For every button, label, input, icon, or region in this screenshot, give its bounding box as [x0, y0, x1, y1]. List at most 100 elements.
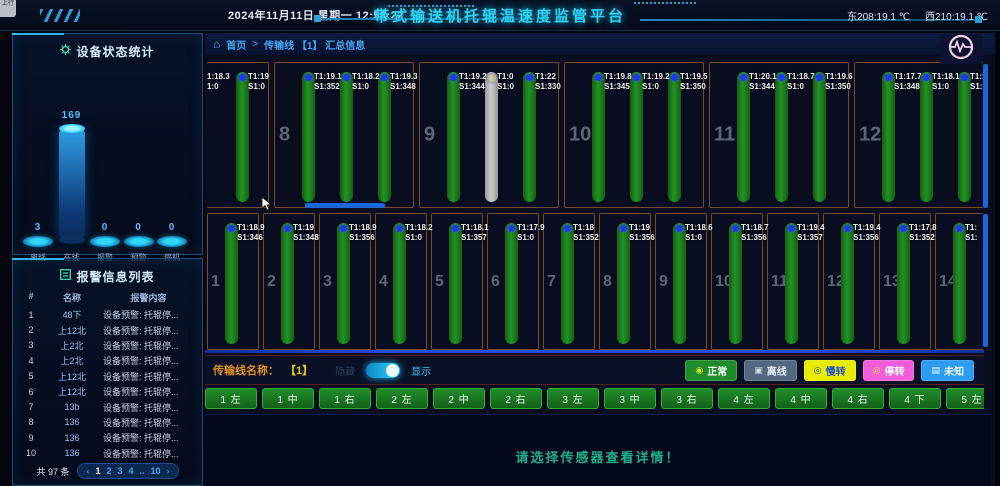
roller-bar[interactable]: T1:17.9 S1:0 [500, 216, 545, 347]
sensor-group-11[interactable]: 11 T1:19.4 S1:357 [767, 213, 825, 350]
sensor-group-7[interactable]: 7 T1:18 S1:352 [543, 213, 599, 350]
sensor-dot-icon [228, 225, 235, 232]
sensor-select-button[interactable]: 3 中 [604, 388, 656, 409]
page-prev-button[interactable]: ‹ [86, 466, 90, 476]
status-filter-button[interactable]: ◎ 慢转 [803, 359, 856, 381]
sensor-group-partial[interactable]: 1:18.3 1:0 T1:19 S1:0 [207, 62, 269, 208]
sensor-group-8[interactable]: 8 T1:19 S1:356 [599, 213, 655, 350]
alarm-row[interactable]: 6 上12北 设备预警: 托辊停... [13, 384, 202, 399]
roller-bar[interactable]: T1:20.1 S1:344 [732, 65, 777, 205]
alarm-name: 136 [64, 448, 80, 459]
alarm-row[interactable]: 2 上12北 设备预警: 托辊停... [13, 322, 202, 337]
alarm-row[interactable]: 1 48下 设备预警: 托辊停... [13, 307, 202, 322]
sensor-group-12[interactable]: 12 T1:17.7S1:348 T1:18.1S1:0 T1:19.3S1:355 [854, 62, 983, 208]
alarm-row[interactable]: 5 上12北 设备预警: 托辊停... [13, 369, 202, 384]
roller-bar[interactable]: T1:18.7 S1:356 [724, 216, 769, 347]
alarm-row[interactable]: 8 136 设备预警: 托辊停... [13, 415, 202, 430]
status-filter-button[interactable]: ▤ 未知 [921, 359, 974, 381]
sensor-select-button[interactable]: 2 左 [376, 388, 428, 409]
roller-bar[interactable]: T1:19.2 S1:344 [442, 65, 487, 205]
alarm-row[interactable]: 9 136 设备预警: 托辊停... [13, 430, 202, 445]
alarm-row[interactable]: 4 上2北 设备预警: 托辊停... [13, 353, 202, 368]
corner-tab[interactable]: 上行 [0, 0, 16, 17]
sensor-select-button[interactable]: 4 左 [718, 388, 770, 409]
roller-bar[interactable]: T1:0 S1:0 [480, 65, 518, 205]
alarm-row[interactable]: 7 13b 设备预警: 托辊停... [13, 399, 202, 414]
roller-bar[interactable]: T1:19.1 S1:352 [297, 65, 342, 205]
sensor-select-button[interactable]: 4 下 [889, 388, 941, 409]
sensor-select-button[interactable]: 4 中 [775, 388, 827, 409]
roller-bar[interactable]: T1:18 S1:352 [556, 216, 599, 347]
page-button[interactable]: 10 [150, 466, 161, 476]
sensor-group-6[interactable]: 6 T1:17.9 S1:0 [487, 213, 545, 350]
page-button[interactable]: .. [139, 466, 145, 476]
roller-bar[interactable]: T1:19.4 S1:357 [780, 216, 825, 347]
group-number: 10 [715, 272, 733, 290]
roller-bar[interactable]: T1:19.5 S1:350 [663, 65, 708, 205]
roller-bar[interactable]: T1:18.2 S1:0 [388, 216, 433, 347]
vertical-scrollbar-top[interactable] [983, 64, 988, 208]
page-button[interactable]: 2 [106, 466, 112, 476]
roller-bar[interactable]: T1:18.1 S1:0 [915, 65, 960, 205]
sensor-group-8[interactable]: 8 T1:19.1 S1:352 T1:18.2 S1:0 T1:19.3 S1:348 [274, 62, 418, 208]
status-filter-button[interactable]: ▣ 离线 [744, 359, 797, 381]
roller-bar[interactable]: 1:18.3 1:0 [207, 65, 231, 205]
page-button[interactable]: 4 [128, 466, 134, 476]
sensor-group-14[interactable]: 14 T1: S1: [935, 213, 983, 350]
roller-bar[interactable]: T1:19.3S1:355 [953, 65, 983, 205]
roller-bar[interactable]: T1:19 S1:356 [612, 216, 655, 347]
sensor-group-3[interactable]: 3 T1:18.9 S1:356 [319, 213, 377, 350]
page-button[interactable]: 1 [95, 466, 101, 476]
roller-bar[interactable]: T1:19 S1:348 [276, 216, 319, 347]
sensor-select-button[interactable]: 1 右 [319, 388, 371, 409]
roller-bar[interactable]: T1:17.7 S1:348 [877, 65, 922, 205]
sensor-select-button[interactable]: 3 左 [547, 388, 599, 409]
sensor-group-4[interactable]: 4 T1:18.2 S1:0 [375, 213, 433, 350]
roller-bar[interactable]: T1:17.8 S1:352 [892, 216, 937, 347]
alarm-row[interactable]: 10 136 设备预警: 托辊停... [13, 446, 202, 461]
alarm-name: 上2北 [60, 340, 84, 351]
alarm-row[interactable]: 3 上2北 设备预警: 托辊停... [13, 338, 202, 353]
home-icon[interactable]: ⌂ [213, 37, 221, 51]
sensor-group-13[interactable]: 13 T1:17.8 S1:352 [879, 213, 937, 350]
roller-bar[interactable]: T1:19 S1:0 [231, 65, 269, 205]
sensor-group-9[interactable]: 9 T1:19.2 S1:344 T1:0 S1:0 T1:22 S1:330 [419, 62, 561, 208]
sensor-select-button[interactable]: 2 右 [490, 388, 542, 409]
roller-bar[interactable]: T1:19.2 S1:0 [625, 65, 670, 205]
roller-bar[interactable]: T1:19.3 S1:348 [373, 65, 418, 205]
roller-bar[interactable]: T1: S1: [948, 216, 983, 347]
sensor-select-button[interactable]: 1 中 [262, 388, 314, 409]
sensor-group-5[interactable]: 5 T1:18.1 S1:357 [431, 213, 489, 350]
show-toggle[interactable] [366, 362, 401, 378]
breadcrumb-home[interactable]: 首页 [226, 40, 247, 52]
sensor-group-2[interactable]: 2 T1:19 S1:348 [263, 213, 319, 350]
roller-bar[interactable]: T1:18.9 S1:346 [220, 216, 265, 347]
sensor-select-button[interactable]: 3 右 [661, 388, 713, 409]
page-button[interactable]: 3 [117, 466, 123, 476]
vertical-scrollbar-bottom[interactable] [983, 214, 988, 347]
status-filter-button[interactable]: ◉ 正常 [685, 359, 738, 381]
roller-bar[interactable]: T1:19.6 S1:350 [808, 65, 853, 205]
roller-bar[interactable]: T1:22 S1:330 [518, 65, 561, 205]
sensor-group-11[interactable]: 11 T1:20.1 S1:344 T1:18.7 S1:0 T1:19.6 S1:350 [709, 62, 853, 208]
sensor-select-button[interactable]: 4 右 [832, 388, 884, 409]
roller-bar[interactable]: T1:18.9 S1:356 [332, 216, 377, 347]
roller-bar[interactable]: T1:18.6 S1:0 [668, 216, 713, 347]
status-button-icon: ▤ [931, 364, 940, 375]
sensor-select-button[interactable]: 5 左 [946, 388, 984, 409]
sensor-select-button[interactable]: 1 左 [205, 388, 257, 409]
page-next-button[interactable]: › [166, 466, 170, 476]
horizontal-scrollbar[interactable] [305, 203, 385, 208]
roller-bar[interactable]: T1:18.7 S1:0 [770, 65, 815, 205]
sensor-group-1[interactable]: 1 T1:18.9 S1:346 [207, 213, 265, 350]
roller-bar[interactable]: T1:19.8 S1:345 [587, 65, 632, 205]
sensor-group-10[interactable]: 10 T1:19.8 S1:345 T1:19.2 S1:0 T1:19.5 S1:350 [564, 62, 708, 208]
sensor-group-9[interactable]: 9 T1:18.6 S1:0 [655, 213, 713, 350]
roller-bar[interactable]: T1:18.2 S1:0 [335, 65, 380, 205]
sensor-select-button[interactable]: 2 中 [433, 388, 485, 409]
status-filter-button[interactable]: ◎ 停转 [862, 359, 915, 381]
roller-bar[interactable]: T1:18.1 S1:357 [444, 216, 489, 347]
sensor-group-12[interactable]: 12 T1:19.4 S1:356 [823, 213, 881, 350]
roller-bar[interactable]: T1:19.4 S1:356 [836, 216, 881, 347]
sensor-group-10[interactable]: 10 T1:18.7 S1:356 [711, 213, 769, 350]
